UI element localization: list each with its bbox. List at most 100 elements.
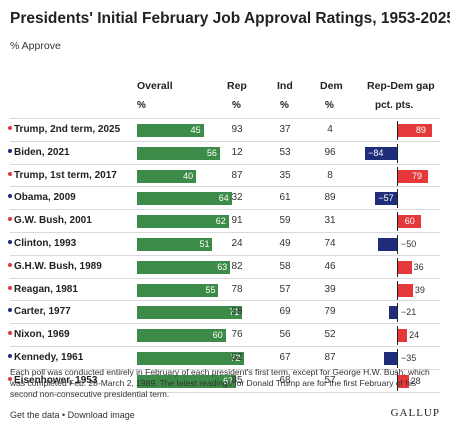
- ind-value: 58: [279, 260, 291, 272]
- rep-value: 32: [231, 192, 243, 204]
- gap-zero-axis: [397, 121, 398, 140]
- chart-title: Presidents' Initial February Job Approva…: [10, 10, 450, 27]
- table-row: Clinton, 1993 51 24 49 74 −50: [0, 233, 450, 255]
- gap-value-label: −57: [378, 193, 394, 204]
- gap-zero-axis: [397, 371, 398, 391]
- gap-zero-axis: [397, 326, 398, 346]
- dem-value: 79: [324, 306, 336, 318]
- party-dot-icon: [8, 126, 12, 130]
- overall-value-label: 55: [205, 284, 216, 295]
- rep-value: 82: [231, 260, 243, 272]
- party-dot-icon: [8, 285, 12, 290]
- row-divider: [10, 209, 440, 211]
- table-row: Obama, 2009 64 32 61 89 −57: [0, 187, 450, 209]
- table-row: Trump, 1st term, 2017 40 87 35 8 79: [0, 165, 450, 187]
- gap-bar: [383, 352, 397, 365]
- dem-value: 96: [324, 146, 336, 158]
- gap-bar: [398, 283, 413, 297]
- table-row: G.W. Bush, 2001 62 91 59 31 60: [0, 210, 450, 232]
- president-label: G.W. Bush, 2001: [8, 215, 92, 226]
- gap-zero-axis: [397, 143, 398, 163]
- gap-bar: [365, 146, 397, 160]
- overall-value-label: 67: [223, 375, 234, 386]
- overall-bar: 51: [137, 238, 213, 251]
- overall-bar: 40: [137, 169, 197, 183]
- unit-overall: %: [137, 100, 146, 111]
- president-name: Trump, 1st term, 2017: [14, 169, 117, 181]
- row-divider: [10, 186, 440, 188]
- party-dot-icon: [8, 354, 12, 358]
- rep-value: 24: [231, 238, 243, 249]
- row-divider: [10, 391, 440, 393]
- gap-bar: [398, 329, 408, 343]
- president-name: Trump, 2nd term, 2025: [14, 124, 121, 135]
- overall-bar: 45: [137, 124, 204, 137]
- row-divider: [10, 254, 440, 256]
- footer-links[interactable]: Get the data • Download image: [10, 410, 135, 420]
- rep-value: 52: [231, 352, 243, 363]
- row-divider: [10, 368, 440, 370]
- president-label: Reagan, 1981: [8, 284, 78, 295]
- row-divider: [10, 346, 440, 347]
- dem-value: 87: [324, 352, 336, 363]
- gap-bar: [389, 306, 397, 320]
- overall-value-label: 51: [199, 239, 210, 249]
- gap-value-label: 24: [409, 330, 420, 341]
- ind-value: 69: [279, 306, 291, 318]
- president-label: Trump, 1st term, 2017: [8, 170, 117, 181]
- gap-value-label: −84: [368, 147, 384, 158]
- unit-gap: pct. pts.: [375, 100, 414, 111]
- rep-value: 76: [231, 329, 243, 341]
- table-row: Nixon, 1969 60 76 56 52 24: [0, 324, 450, 346]
- gap-value-label: −35: [401, 353, 417, 363]
- table-row: Trump, 2nd term, 2025 45 93 37 4 89: [0, 119, 450, 141]
- overall-value-label: 60: [212, 330, 223, 341]
- rep-value: 91: [231, 215, 243, 227]
- gap-bar: [398, 215, 421, 229]
- gap-value-label: −21: [401, 307, 417, 318]
- president-name: Kennedy, 1961: [14, 352, 84, 363]
- overall-bar: 60: [137, 329, 226, 343]
- column-header-dem: Dem: [320, 80, 343, 92]
- president-name: G.H.W. Bush, 1989: [14, 260, 102, 272]
- gap-zero-axis: [397, 280, 398, 300]
- ind-value: 67: [279, 352, 291, 363]
- ind-value: 53: [279, 146, 291, 158]
- party-dot-icon: [8, 148, 12, 153]
- table-row: Eisenhower, 1953 67 85 68 57 28: [0, 370, 450, 392]
- overall-bar: 63: [137, 260, 231, 274]
- unit-ind: %: [280, 100, 289, 111]
- overall-value-label: 62: [215, 216, 226, 227]
- gap-zero-axis: [397, 212, 398, 232]
- unit-dem: %: [325, 100, 334, 111]
- overall-value-label: 56: [206, 147, 217, 158]
- overall-value-label: 72: [230, 353, 241, 363]
- column-header-rep: Rep: [227, 80, 247, 92]
- gap-bar: [398, 374, 409, 388]
- party-dot-icon: [8, 308, 12, 313]
- table-row: G.H.W. Bush, 1989 63 82 58 46 36: [0, 256, 450, 278]
- gap-bar: [398, 260, 412, 274]
- ind-value: 61: [279, 192, 291, 204]
- dem-value: 52: [324, 329, 336, 341]
- party-dot-icon: [8, 262, 12, 267]
- overall-value-label: 45: [190, 125, 201, 135]
- gap-value-label: 39: [414, 284, 425, 295]
- overall-bar: 72: [137, 352, 244, 365]
- president-name: Biden, 2021: [14, 146, 70, 158]
- unit-rep: %: [232, 100, 241, 111]
- overall-bar: 71: [137, 306, 243, 320]
- president-name: G.W. Bush, 2001: [14, 215, 92, 227]
- gap-bar: [378, 238, 397, 251]
- gap-bar: [375, 192, 397, 206]
- ind-value: 68: [279, 374, 291, 386]
- overall-value-label: 40: [183, 170, 194, 181]
- president-label: Clinton, 1993: [8, 238, 76, 249]
- row-divider: [10, 118, 440, 119]
- president-name: Nixon, 1969: [14, 329, 70, 341]
- gap-bar: [398, 169, 429, 183]
- rep-value: 58: [231, 306, 243, 318]
- gap-zero-axis: [397, 189, 398, 209]
- gap-zero-axis: [397, 257, 398, 277]
- gap-value-label: 60: [404, 216, 415, 227]
